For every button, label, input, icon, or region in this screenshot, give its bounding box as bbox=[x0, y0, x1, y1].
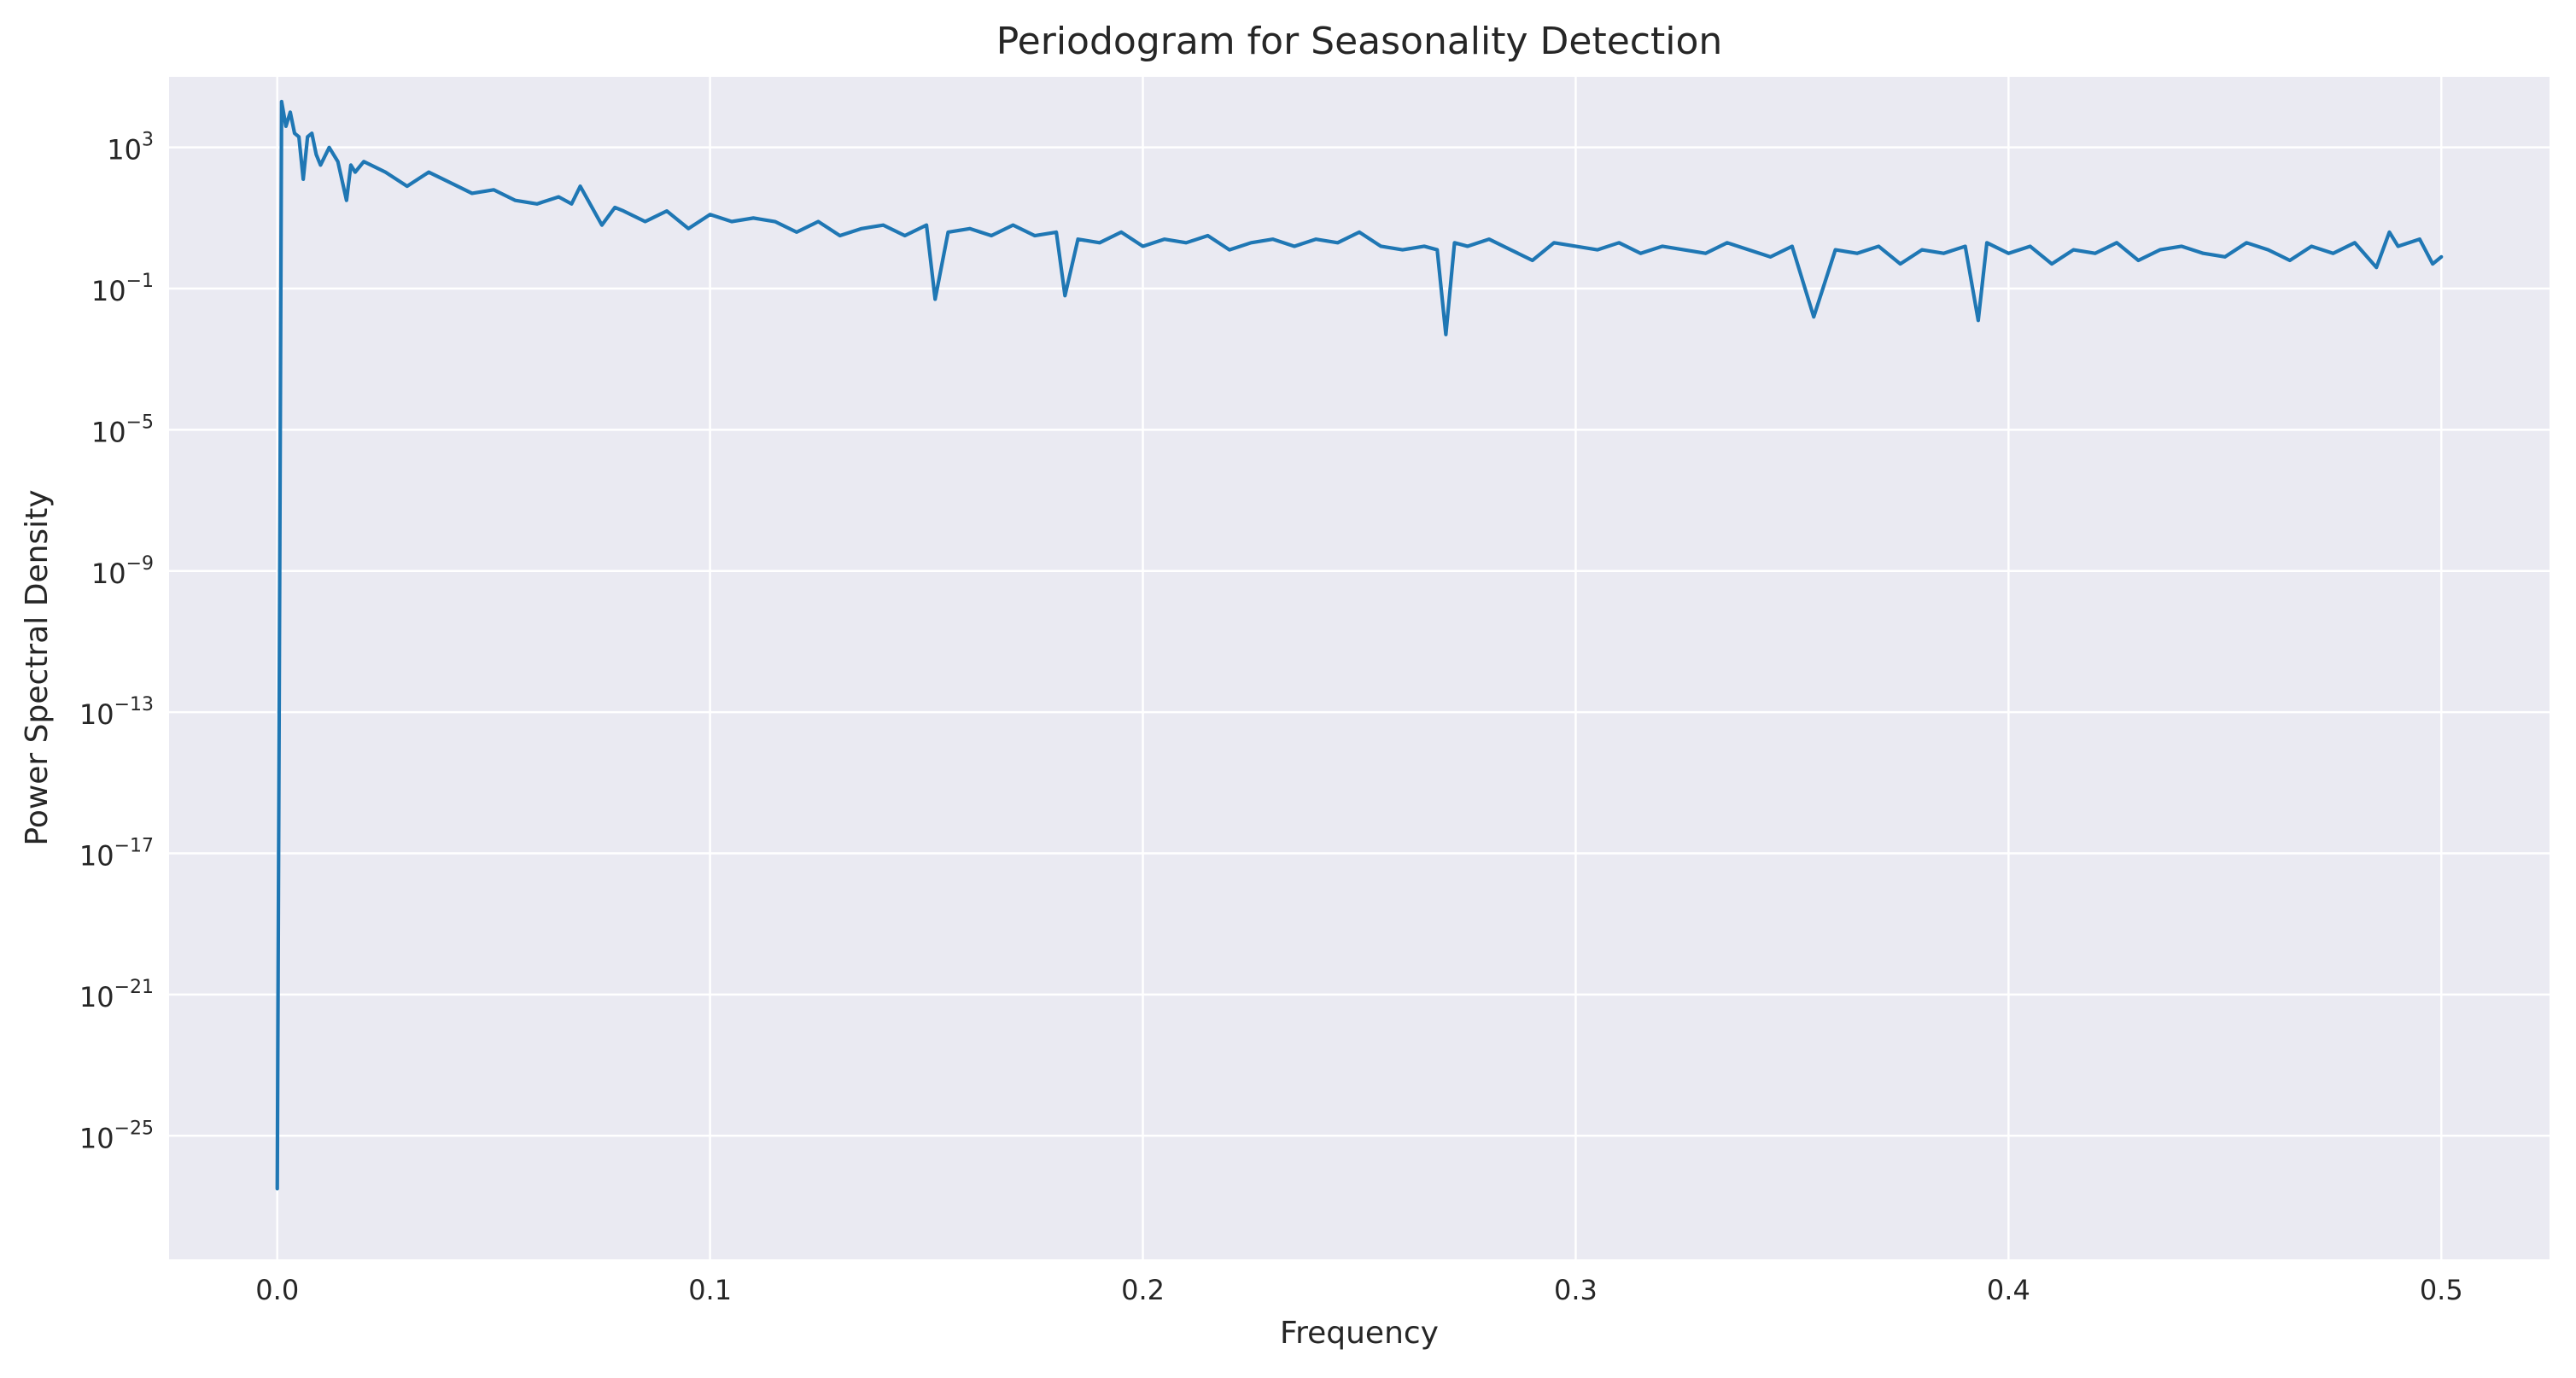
series-layer bbox=[275, 99, 2444, 1191]
y-tick-label: 10−1 bbox=[91, 271, 154, 307]
y-tick-label: 103 bbox=[107, 130, 154, 166]
x-tick-label: 0.1 bbox=[688, 1274, 732, 1306]
y-axis-label: Power Spectral Density bbox=[20, 489, 55, 845]
plot-area bbox=[169, 77, 2550, 1259]
y-tick-label: 10−25 bbox=[79, 1118, 154, 1154]
y-tick-label: 10−9 bbox=[91, 553, 154, 590]
x-tick-label: 0.4 bbox=[1987, 1274, 2030, 1306]
y-tick-label: 10−13 bbox=[79, 694, 154, 731]
x-tick-label: 0.5 bbox=[2420, 1274, 2463, 1306]
x-tick-label: 0.0 bbox=[255, 1274, 299, 1306]
y-tick-label: 10−21 bbox=[79, 977, 154, 1013]
x-axis-label: Frequency bbox=[1280, 1316, 1439, 1351]
x-tick-label: 0.2 bbox=[1121, 1274, 1165, 1306]
chart-title: Periodogram for Seasonality Detection bbox=[996, 20, 1723, 63]
psd-series-line bbox=[275, 99, 2444, 1191]
y-axis-ticks: 103 10−1 10−5 10−9 10−13 10−17 10−21 10−25 bbox=[79, 130, 154, 1155]
x-axis-ticks: 0.0 0.1 0.2 0.3 0.4 0.5 bbox=[255, 1274, 2462, 1306]
y-tick-label: 10−5 bbox=[91, 412, 154, 448]
x-tick-label: 0.3 bbox=[1554, 1274, 1598, 1306]
grid-lines bbox=[169, 77, 2550, 1259]
y-tick-label: 10−17 bbox=[79, 836, 154, 873]
